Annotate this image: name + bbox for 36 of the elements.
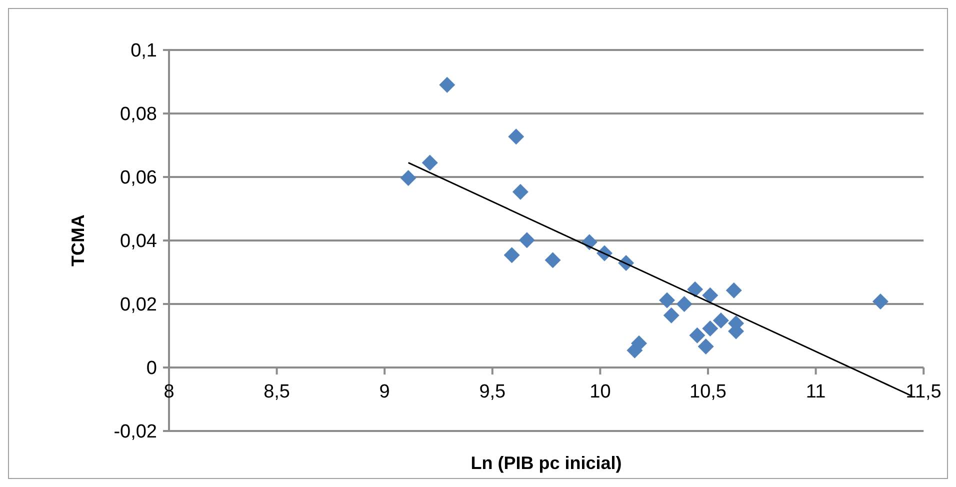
point [726,282,742,298]
y-tick-label: 0 [146,358,157,380]
point [698,338,714,355]
point [544,252,561,268]
x-tick-label: 8 [164,382,174,402]
x-axis-title: Ln (PIB pc inicial) [470,453,622,473]
point [712,312,729,329]
point [676,296,692,312]
y-tick-label: 0,06 [120,168,157,189]
x-tick-label: 9,5 [479,382,506,402]
point [504,247,520,264]
point [663,307,680,324]
x-tick-label: 11,5 [906,382,942,402]
y-tick-label: 0,02 [120,294,157,316]
x-tick-label: 10 [590,382,611,402]
x-tick-label: 9 [379,382,390,402]
x-tick-label: 8,5 [264,382,290,402]
point [518,232,535,248]
y-tick-label: 0,08 [120,104,157,126]
y-tick-label: 0,1 [130,40,157,62]
x-tick-label: 11 [806,382,826,402]
point [872,293,888,310]
point [439,76,456,93]
y-axis-title: TCMA [68,214,88,266]
y-tick-label: -0,02 [114,422,157,443]
y-tick-label: 0,04 [120,231,158,252]
point [689,327,706,344]
point [702,320,718,336]
x-tick-label: 10,5 [690,382,726,402]
point [512,184,528,200]
point [508,128,524,145]
point [659,292,676,308]
point [687,281,704,298]
point [702,287,718,304]
point [422,154,438,171]
point [400,170,416,186]
